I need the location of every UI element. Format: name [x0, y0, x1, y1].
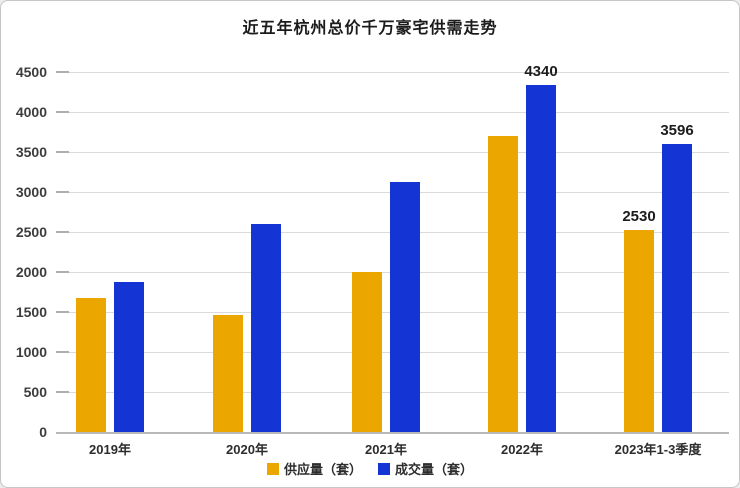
bar-group: 2530 3596 — [622, 72, 694, 432]
x-tick-label: 2020年 — [226, 442, 268, 457]
y-tick-label: 500 — [23, 384, 47, 400]
bar-group: 4340 — [488, 63, 558, 432]
y-tick-label: 3500 — [15, 144, 47, 160]
legend-item: 成交量（套） — [378, 459, 473, 478]
x-tick-label: 2022年 — [501, 442, 543, 457]
bar-value-label: 4340 — [524, 62, 558, 80]
y-tick-label: 1000 — [15, 344, 47, 360]
bar-deals-4: 3596 — [660, 122, 694, 432]
legend-swatch-icon — [266, 462, 279, 475]
y-tick-label: 2000 — [15, 264, 47, 280]
bar-supply-0 — [76, 297, 106, 432]
y-axis-tick — [56, 311, 69, 313]
bar-deals-2 — [390, 182, 420, 432]
x-tick-label: 2021年 — [365, 442, 407, 457]
bar-group — [352, 72, 420, 432]
bar-deals-1 — [251, 224, 281, 432]
legend: 供应量（套） 成交量（套） — [1, 459, 739, 478]
plot-area: 0 500 1000 1500 2000 2500 3000 3500 4000 4500 4340… — [16, 63, 729, 440]
y-axis-tick — [56, 351, 69, 353]
y-axis-tick — [56, 191, 69, 193]
bar-supply-3 — [488, 136, 518, 432]
legend-swatch-icon — [378, 462, 390, 475]
bar-group — [76, 72, 144, 432]
bar-value-label: 3596 — [660, 122, 694, 140]
bar-value-label: 2530 — [622, 207, 656, 225]
bar-supply-1 — [213, 315, 243, 432]
bar-supply-2 — [352, 272, 382, 432]
y-axis-tick — [56, 391, 69, 393]
y-axis-tick — [56, 231, 69, 233]
bar-deals-0 — [114, 281, 144, 432]
gridline — [56, 112, 729, 113]
legend-label: 成交量（套） — [395, 462, 474, 477]
y-tick-label: 3000 — [15, 184, 47, 200]
y-tick-label: 0 — [39, 424, 47, 440]
y-axis-tick — [56, 271, 69, 273]
legend-label: 供应量（套） — [283, 462, 362, 477]
y-axis-tick — [56, 71, 69, 73]
gridline — [56, 72, 729, 73]
y-axis-tick — [56, 111, 69, 113]
bar-group — [213, 72, 281, 432]
y-tick-label: 4000 — [15, 104, 47, 120]
y-tick-label: 2500 — [15, 224, 47, 240]
chart-title: 近五年杭州总价千万豪宅供需走势 — [242, 20, 498, 37]
x-tick-label: 2019年 — [89, 442, 131, 457]
x-tick-label: 2023年1-3季度 — [614, 442, 702, 457]
legend-item: 供应量（套） — [266, 459, 362, 478]
y-tick-label: 1500 — [15, 304, 47, 320]
bar-deals-3: 4340 — [524, 63, 558, 432]
y-tick-label: 4500 — [15, 64, 47, 80]
bar-supply-4: 2530 — [622, 208, 656, 432]
x-axis-line — [56, 432, 729, 434]
y-axis-tick — [56, 151, 69, 153]
gridline — [56, 152, 729, 153]
